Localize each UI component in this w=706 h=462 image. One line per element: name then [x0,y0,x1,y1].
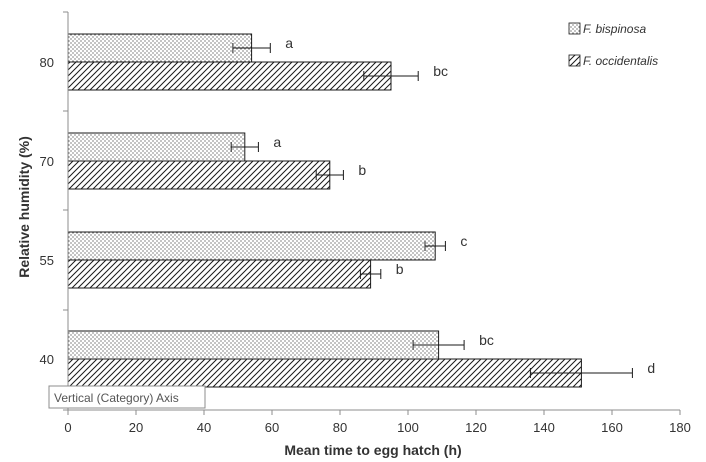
bar[interactable] [67,61,392,91]
bar-annotation: b [396,261,404,277]
x-tick-label: 120 [465,420,487,435]
bar-annotation: a [273,134,281,150]
legend-label-f-occidentalis: F. occidentalis [583,54,658,68]
bar-annotation: d [647,360,655,376]
x-tick-label: 20 [129,420,143,435]
x-tick-label: 160 [601,420,623,435]
x-axis-title[interactable]: Mean time to egg hatch (h) [284,442,461,458]
y-ticks-layer: 80 70 55 40 [40,11,68,411]
x-tick-label: 140 [533,420,555,435]
axis-tooltip-box [48,385,206,409]
legend-swatch-f-bispinosa [568,22,581,35]
error-bars-layer [230,43,633,378]
y-tick-label: 70 [40,154,54,169]
legend-swatch-f-occidentalis [568,54,581,67]
bar[interactable] [67,33,253,63]
y-tick-label: 40 [40,352,54,367]
bar[interactable] [67,330,440,360]
bar-annotations-layer: a a c bc bc b b d [273,35,655,376]
bar[interactable] [67,132,246,162]
bar[interactable] [67,231,436,261]
x-tick-label: 180 [669,420,691,435]
x-tick-label: 0 [64,420,71,435]
bar-annotation: bc [433,63,448,79]
y-tick-label: 80 [40,55,54,70]
axis-tooltip-text: Vertical (Category) Axis [54,391,179,405]
bar-annotation: c [460,233,467,249]
legend[interactable]: F. bispinosa F. occidentalis [568,22,658,68]
x-tick-label: 80 [333,420,347,435]
y-axis-title[interactable]: Relative humidity (%) [16,136,32,278]
x-ticks-layer: 0 20 40 60 80 100 120 140 160 180 [64,410,691,435]
bar[interactable] [67,259,372,289]
x-tick-label: 100 [397,420,419,435]
y-tick-label: 55 [40,253,54,268]
axis-tooltip: Vertical (Category) Axis [48,385,206,409]
axes [67,12,680,411]
legend-label-f-bispinosa: F. bispinosa [583,22,646,36]
bar-annotation: a [285,35,293,51]
bar[interactable] [67,358,582,388]
bars-layer [67,33,582,388]
bar[interactable] [67,160,331,190]
x-tick-label: 40 [197,420,211,435]
x-tick-label: 60 [265,420,279,435]
bar-annotation: b [358,162,366,178]
bar-annotation: bc [479,332,494,348]
